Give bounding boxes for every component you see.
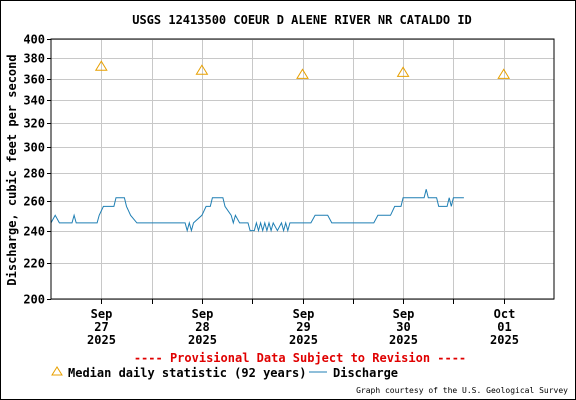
chart-title: USGS 12413500 COEUR D ALENE RIVER NR CAT…	[132, 13, 472, 27]
plot-border	[50, 38, 555, 300]
credit-text: Graph courtesy of the U.S. Geological Su…	[356, 386, 568, 395]
x-tick-label: 2025	[188, 333, 217, 347]
legend-discharge-label: Discharge	[333, 366, 398, 380]
median-point	[296, 68, 309, 79]
x-tick-label: 2025	[389, 333, 418, 347]
x-tick-label: 2025	[87, 333, 116, 347]
median-point	[195, 64, 209, 75]
median-point	[497, 68, 511, 79]
y-tick-label: 280	[23, 167, 45, 181]
median-point	[94, 60, 108, 71]
legend: Median daily statistic (92 years) Discha…	[51, 366, 398, 380]
x-tick-label: Sep	[293, 307, 315, 321]
x-tick-label: 27	[94, 320, 108, 334]
x-tick-label: 01	[497, 320, 511, 334]
y-tick-label: 320	[23, 117, 45, 131]
legend-median-label: Median daily statistic (92 years)	[68, 366, 306, 380]
x-tick-label: Sep	[91, 307, 113, 321]
y-tick-label: 300	[23, 141, 45, 155]
median-series	[94, 60, 511, 79]
y-axis-ticks: 200 220 240 260 280 300 320 340 360 380 400	[23, 33, 51, 307]
median-point	[396, 66, 410, 77]
y-tick-label: 380	[23, 52, 45, 66]
y-tick-label: 340	[23, 94, 45, 108]
x-tick-label: 2025	[289, 333, 318, 347]
x-tick-label: Sep	[192, 307, 214, 321]
discharge-series	[50, 189, 464, 233]
x-tick-label: 2025	[490, 333, 519, 347]
y-tick-label: 200	[23, 293, 45, 307]
x-tick-label: Oct	[494, 307, 516, 321]
y-tick-label: 400	[23, 33, 45, 47]
y-axis-label: Discharge, cubic feet per second	[5, 54, 19, 285]
x-tick-label: Sep	[393, 307, 415, 321]
x-tick-label: 28	[195, 320, 209, 334]
y-tick-label: 240	[23, 225, 45, 239]
y-tick-label: 260	[23, 195, 45, 209]
x-tick-label: 29	[296, 320, 310, 334]
x-tick-label: 30	[396, 320, 410, 334]
x-axis-ticks: Sep272025Sep282025Sep292025Sep302025Oct0…	[87, 299, 519, 347]
discharge-line	[50, 189, 464, 233]
y-tick-label: 220	[23, 257, 45, 271]
legend-triangle-icon	[51, 366, 63, 376]
provisional-note: ---- Provisional Data Subject to Revisio…	[134, 351, 466, 365]
y-tick-label: 360	[23, 73, 45, 87]
